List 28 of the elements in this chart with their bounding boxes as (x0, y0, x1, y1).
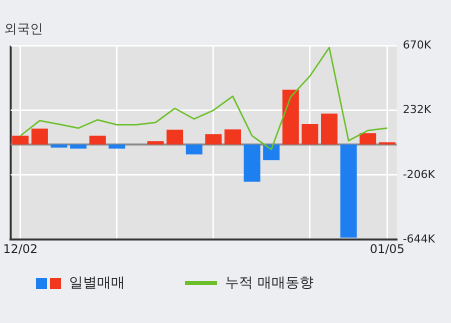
x-tick-label: 12/02 (3, 242, 38, 256)
bar (244, 144, 260, 182)
bar (12, 136, 29, 145)
bar (302, 124, 318, 145)
bar (108, 144, 126, 149)
y-tick-label: 232K (402, 103, 432, 116)
legend-label: 일별매매 (69, 274, 125, 292)
bar (70, 144, 87, 149)
bar (50, 144, 68, 148)
bar (166, 130, 184, 145)
chart-title: 외국인 (4, 22, 43, 38)
bar (263, 144, 280, 160)
bar (282, 90, 299, 145)
legend-label: 누적 매매동향 (225, 274, 314, 292)
bar (340, 144, 357, 238)
bar (378, 142, 396, 145)
bar (186, 144, 202, 154)
bar (321, 114, 338, 145)
x-tick-label: 01/05 (370, 242, 404, 256)
bar (89, 136, 106, 145)
bar (205, 134, 222, 145)
bar (224, 129, 241, 145)
bar (360, 133, 376, 145)
y-tick-label: 670K (402, 38, 432, 52)
y-tick-label: -644K (402, 232, 436, 246)
bar (31, 128, 48, 145)
y-tick-label: -206K (402, 168, 436, 181)
bar (147, 141, 164, 145)
